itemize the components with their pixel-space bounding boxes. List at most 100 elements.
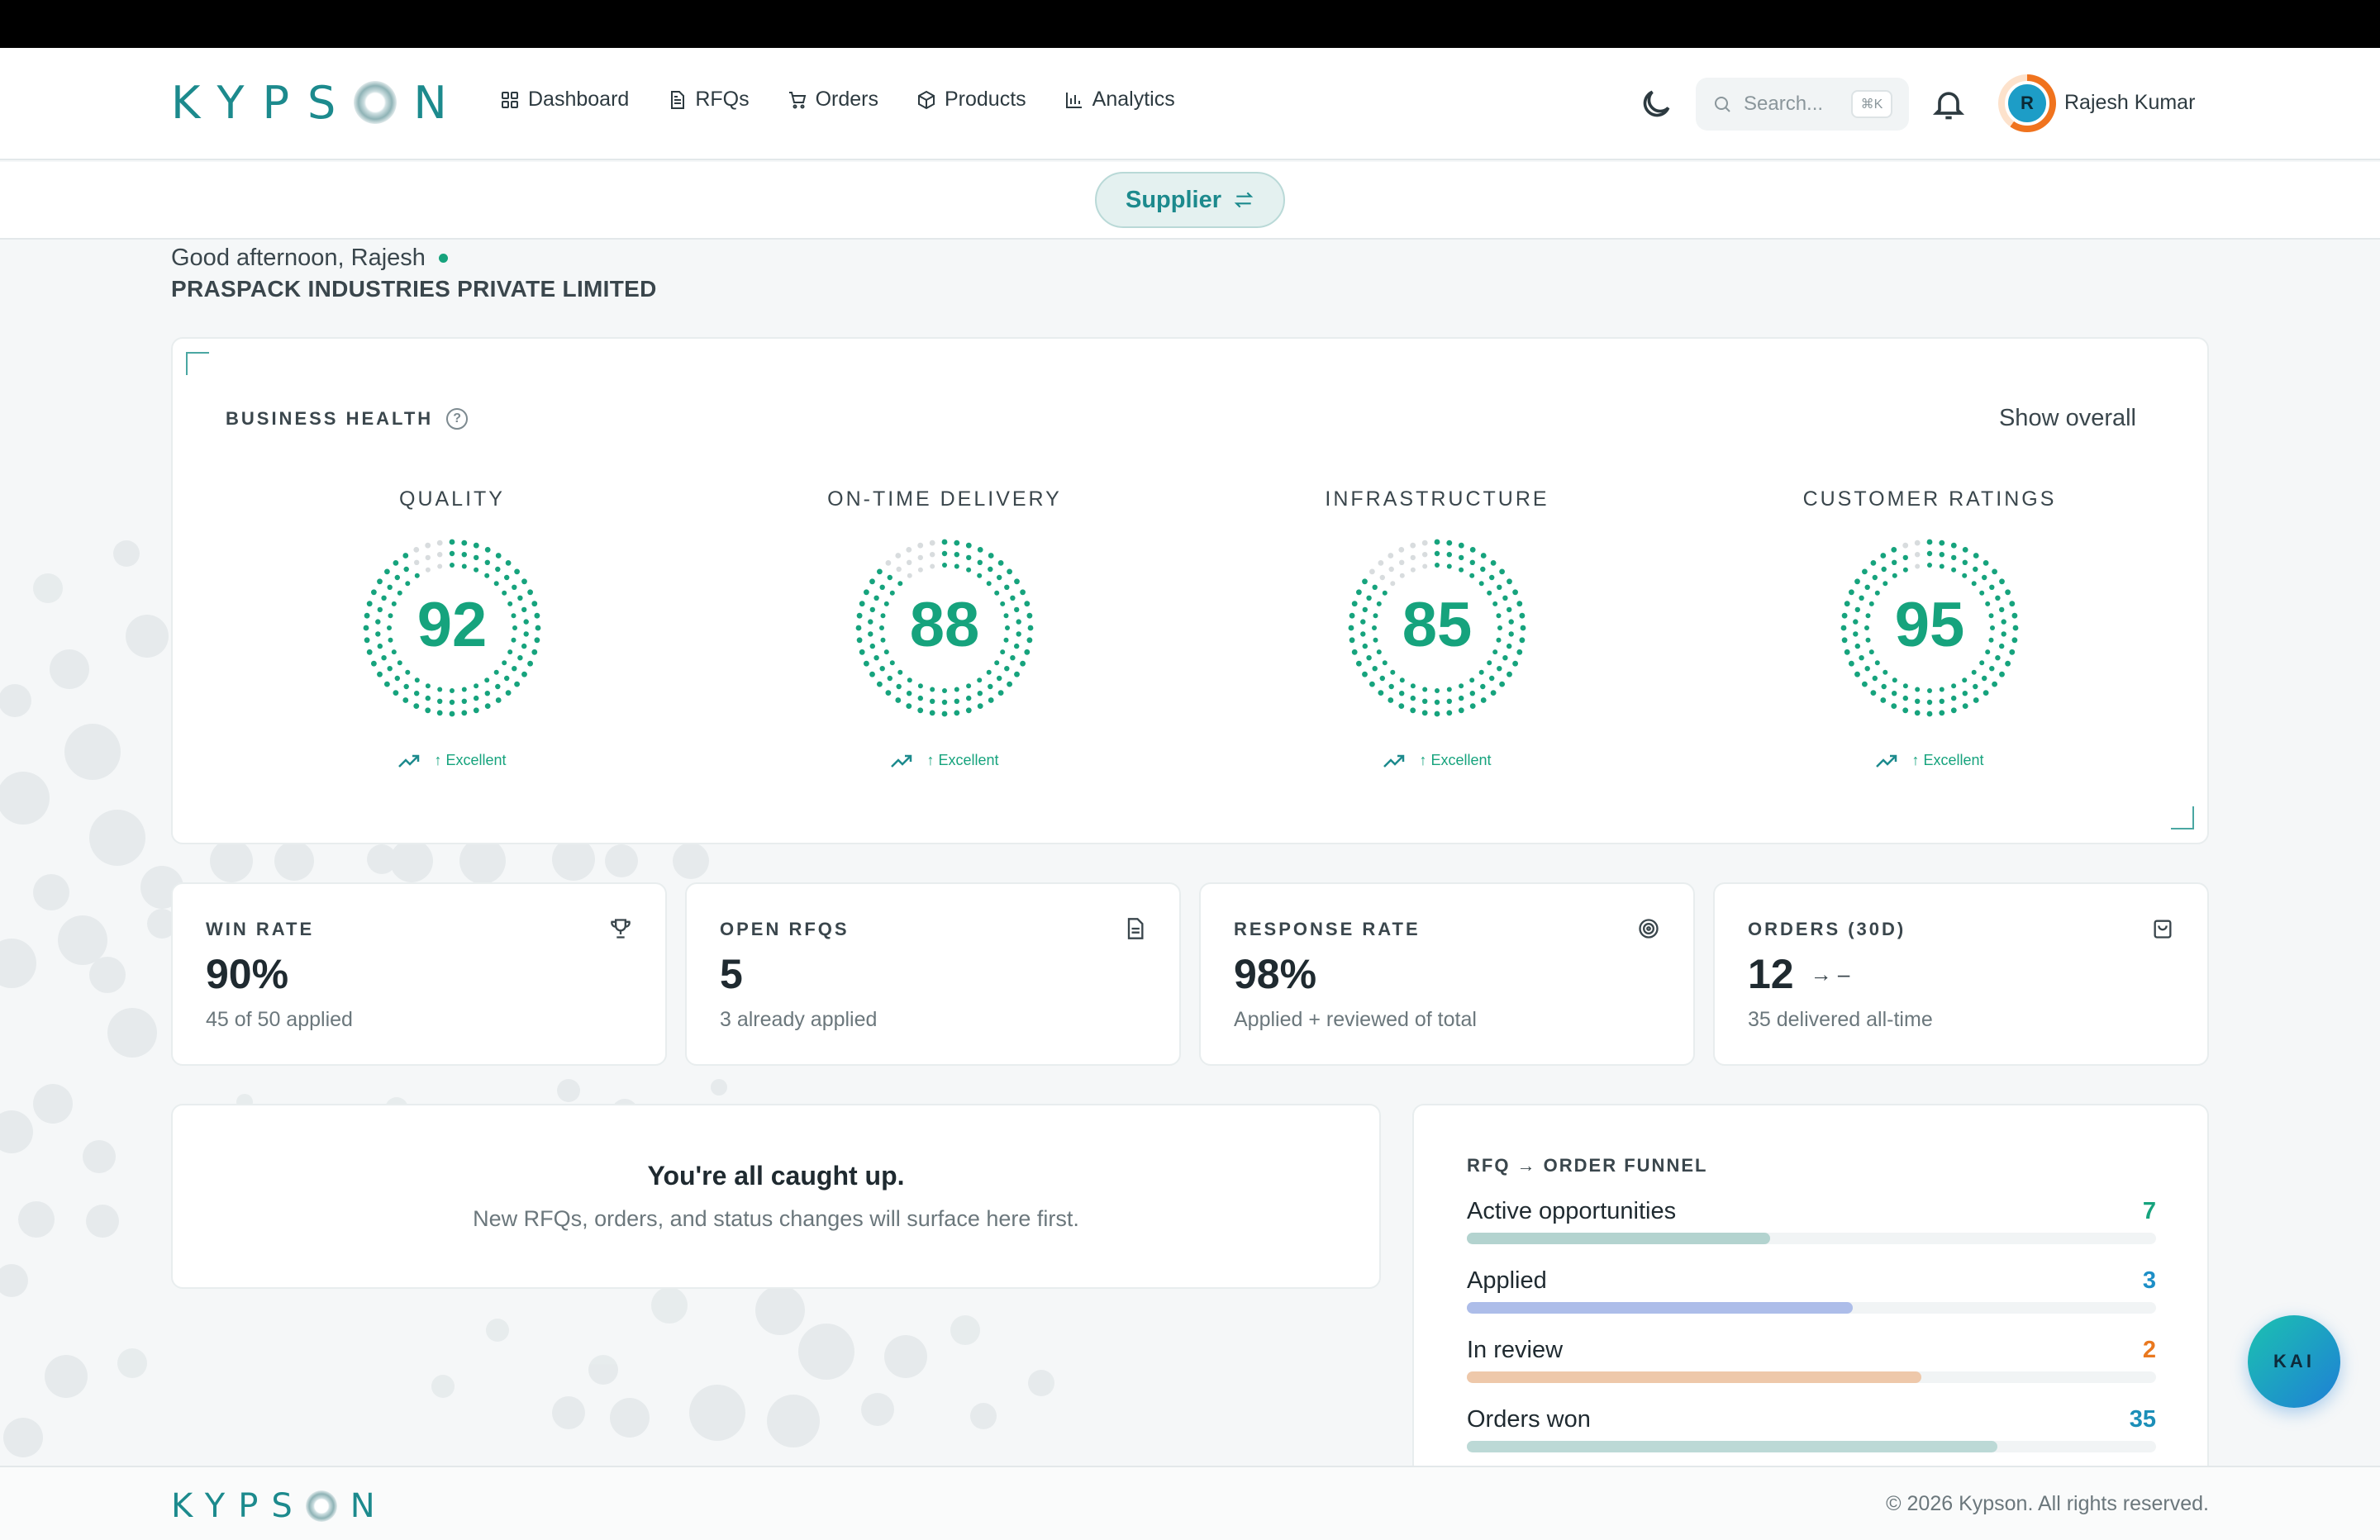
stat-value: 98% [1234,951,1317,997]
ring-dot-filled [1508,619,1514,625]
ring-dot-filled [856,612,863,619]
ring-dot-filled [1983,560,1989,566]
ring-dot-filled [877,568,883,575]
ring-dot-filled [1516,649,1523,655]
ring-dot-empty [1369,568,1375,575]
ring-dot-empty [885,560,892,566]
ring-dot-filled [1864,666,1870,672]
ring-dot-filled [1844,649,1850,655]
ring-dot-filled [1988,613,1994,619]
ring-dot-filled [1434,550,1440,557]
ring-dot-filled [1005,625,1010,630]
help-icon[interactable]: ? [446,408,469,430]
ring-dot-filled [502,590,507,596]
ring-dot-filled [1951,683,1957,689]
ring-dot-filled [521,578,527,585]
show-overall-link[interactable]: Show overall [1998,405,2136,431]
bell-icon[interactable] [1930,86,1967,122]
ring-dot-filled [437,687,443,692]
ring-dot-filled [1999,606,2005,613]
ring-dot-filled [954,539,960,546]
ring-dot-filled [473,542,479,549]
funnel-row-active-opportunities[interactable]: Active opportunities 7 [1467,1198,2156,1244]
ring-dot-filled [1016,631,1021,637]
ring-dot-filled [1480,566,1486,573]
ring-dot-filled [1459,683,1464,689]
user-name[interactable]: Rajesh Kumar [2064,91,2196,114]
metric-infrastructure: INFRASTRUCTURE 85 ↑ Excellent [1230,487,1644,769]
ring-dot-filled [388,637,393,643]
ring-dot-filled [1014,606,1020,613]
ring-dot-filled [1422,698,1428,704]
logo-o-mark [305,1490,337,1522]
ring-dot-filled [1362,578,1368,585]
ring-dot-filled [864,589,869,596]
role-switch-button[interactable]: Supplier [1095,172,1285,228]
logo-o-mark [354,81,397,124]
ring-dot-filled [1883,669,1888,675]
ring-dot-filled [393,560,399,566]
search-box[interactable]: Search... ⌘K [1696,78,1909,131]
nav-rfqs[interactable]: RFQs [667,88,750,112]
ring-dot-filled [403,683,409,690]
nav-analytics[interactable]: Analytics [1064,88,1175,112]
funnel-row-applied[interactable]: Applied 3 [1467,1267,2156,1314]
funnel-bar [1467,1233,1770,1244]
avatar[interactable]: R [1998,74,2056,132]
ring-dot-empty [917,567,923,573]
ring-dot-filled [1469,691,1475,696]
ring-dot-filled [1992,568,1997,575]
ring-dot-filled [1999,578,2005,585]
ring-dot-filled [484,703,491,709]
score-value: 85 [1402,590,1473,660]
ring-dot-filled [1390,669,1396,675]
nav-orders[interactable]: Orders [788,88,878,112]
ring-dot-empty [1388,553,1394,558]
ring-dot-filled [512,666,517,672]
ring-dot-filled [414,573,420,578]
ring-dot-filled [1939,563,1944,569]
ring-dot-filled [1469,547,1476,553]
funnel-value: 2 [2142,1337,2156,1363]
ring-dot-filled [531,601,538,607]
ring-dot-filled [377,671,383,677]
stat-card-orders-30d[interactable]: ORDERS (30D) 12 → – 35 delivered all-time [1713,882,2209,1066]
corner-decoration [186,352,209,375]
ring-dot-filled [988,553,994,558]
ring-dot-filled [994,660,1000,666]
ring-dot-filled [1989,584,1995,590]
ring-dot-filled [2009,649,2016,655]
ring-dot-filled [1351,649,1358,655]
swap-icon [1234,192,1254,208]
metric-label: INFRASTRUCTURE [1325,487,1549,511]
ring-dot-filled [1497,584,1502,590]
copyright: © 2026 Kypson. All rights reserved. [1886,1492,2209,1515]
stat-title: OPEN RFQS [720,919,850,939]
ring-dot-filled [1926,699,1933,706]
ring-dot-filled [1880,553,1887,558]
kai-assistant-button[interactable]: KAI [2248,1315,2340,1408]
ring-dot-filled [1459,567,1464,573]
ring-dot-filled [907,677,912,683]
nav-dashboard[interactable]: Dashboard [500,88,629,112]
ring-dot-filled [1000,649,1006,655]
score-ring-dots [1840,539,2019,717]
funnel-row-orders-won[interactable]: Orders won 35 [1467,1406,2156,1452]
stat-value-row: 98% [1234,950,1316,998]
ring-dot-filled [1892,691,1897,696]
nav-products[interactable]: Products [916,88,1026,112]
ring-dot-empty [896,566,902,573]
ring-dot-filled [425,695,431,701]
ring-dot-filled [1421,710,1428,716]
ring-dot-empty [1915,563,1921,569]
kypson-logo[interactable]: KYPS N [171,77,465,129]
ring-dot-filled [1026,637,1033,644]
footer-logo[interactable]: KYPS N [171,1487,388,1525]
stat-card-open-rfqs[interactable]: OPEN RFQS 5 3 already applied [685,882,1181,1066]
moon-icon[interactable] [1638,86,1674,122]
ring-dot-filled [1446,710,1453,716]
ring-dot-empty [1399,559,1405,565]
stat-card-win-rate[interactable]: WIN RATE 90% 45 of 50 applied [171,882,667,1066]
funnel-row-in-review[interactable]: In review 2 [1467,1337,2156,1383]
stat-card-response-rate[interactable]: RESPONSE RATE 98% Applied + reviewed of … [1199,882,1695,1066]
